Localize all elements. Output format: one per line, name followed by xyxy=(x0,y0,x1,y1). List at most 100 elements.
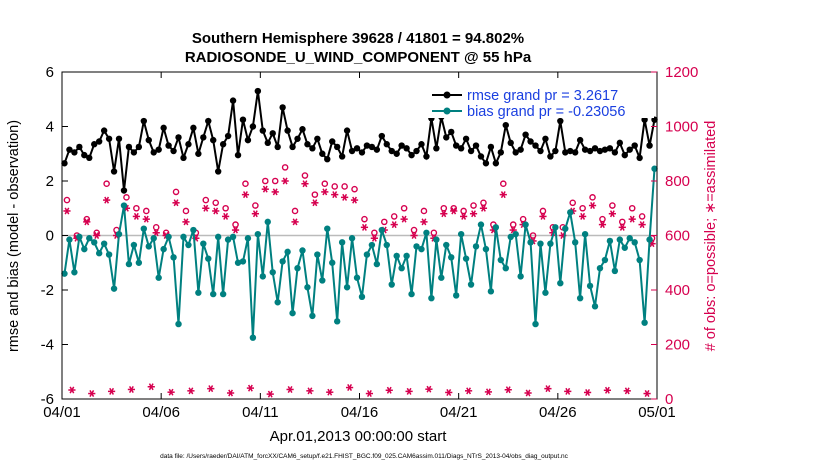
obs-possible-point xyxy=(252,202,259,209)
rmse-point xyxy=(76,143,83,151)
legend-box xyxy=(428,86,654,118)
bias-point xyxy=(393,252,400,260)
right-y-tick-label: 0 xyxy=(665,391,673,408)
bias-point xyxy=(452,292,460,299)
bias-point xyxy=(304,284,311,291)
obs-assimilated-point xyxy=(420,218,428,226)
rmse-point xyxy=(100,127,108,134)
obs-assimilated-point xyxy=(291,218,299,226)
bias-point xyxy=(472,243,480,250)
obs-assimilated-point xyxy=(385,386,393,394)
chart-subtitle: RADIOSONDE_U_WIND_COMPONENT @ 55 hPa xyxy=(185,49,532,66)
rmse-point xyxy=(472,142,480,149)
bias-point xyxy=(264,218,271,226)
obs-assimilated-point xyxy=(579,212,587,220)
rmse-point xyxy=(294,135,301,142)
obs-possible-point xyxy=(351,185,358,193)
obs-possible-point xyxy=(202,196,210,204)
rmse-point xyxy=(125,143,133,151)
obs-assimilated-point xyxy=(524,389,532,397)
bias-point xyxy=(477,221,485,228)
bias-point xyxy=(170,254,177,261)
bias-point xyxy=(299,247,306,254)
rmse-point xyxy=(254,87,262,95)
rmse-point xyxy=(140,117,148,125)
bias-point xyxy=(105,251,113,258)
bias-point xyxy=(606,237,614,245)
right-y-tick-label: 1200 xyxy=(665,64,698,81)
obs-assimilated-point xyxy=(484,388,493,396)
bias-point xyxy=(100,240,108,247)
rmse-point xyxy=(497,149,505,156)
left-y-axis-label: rmse and bias (model - observation) xyxy=(6,120,22,352)
obs-assimilated-point xyxy=(544,385,552,393)
obs-possible-point xyxy=(460,207,467,215)
obs-assimilated-point xyxy=(400,215,408,223)
rmse-point xyxy=(433,145,440,152)
obs-assimilated-point xyxy=(460,212,468,220)
rmse-point xyxy=(343,127,351,134)
rmse-point xyxy=(71,149,78,156)
rmse-point xyxy=(631,142,638,149)
rmse-point xyxy=(452,142,460,149)
bias-point xyxy=(329,259,336,266)
obs-assimilated-point xyxy=(405,387,413,395)
rmse-point xyxy=(532,142,539,149)
bias-point xyxy=(338,239,346,246)
obs-possible-point xyxy=(331,183,339,190)
x-axis: 04/01 04/06 04/11 04/16 04/21 04/26 05/01 xyxy=(43,72,676,421)
rmse-point xyxy=(165,142,172,149)
bias-point xyxy=(492,224,500,231)
rmse-point xyxy=(299,126,306,133)
obs-assimilated-point xyxy=(241,191,250,199)
bias-point xyxy=(532,320,539,328)
obs-assimilated-point xyxy=(68,386,76,394)
rmse-point xyxy=(581,146,589,153)
obs-assimilated-point xyxy=(182,218,190,226)
rmse-point xyxy=(636,154,643,162)
rmse-point xyxy=(562,149,569,156)
x-axis-label: Apr.01,2013 00:00:00 start xyxy=(270,428,448,445)
obs-possible-point xyxy=(400,204,408,212)
obs-assimilated-point xyxy=(628,215,636,223)
bias-point xyxy=(115,230,123,238)
rmse-point xyxy=(368,143,376,151)
bias-point xyxy=(259,273,267,280)
rmse-point xyxy=(467,147,475,155)
rmse-point xyxy=(353,145,361,152)
rmse-point xyxy=(651,116,658,123)
data-file-footnote: data file: /Users/raeder/DAI/ATM_forcXX/… xyxy=(160,453,569,460)
rmse-point xyxy=(596,147,604,155)
rmse-point xyxy=(66,146,73,153)
obs-possible-point xyxy=(361,215,368,223)
bias-point xyxy=(343,284,351,291)
bias-point xyxy=(537,240,544,247)
rmse-point xyxy=(512,149,519,156)
bias-point xyxy=(467,281,475,288)
bias-point xyxy=(363,251,371,258)
rmse-point xyxy=(398,142,405,149)
bias-point xyxy=(621,244,628,251)
bias-point xyxy=(309,312,316,320)
obs-assimilated-point xyxy=(266,390,274,398)
bias-point xyxy=(324,225,331,232)
bias-point xyxy=(61,270,68,277)
bias-point xyxy=(274,299,281,306)
rmse-point xyxy=(502,121,509,129)
rmse-point xyxy=(621,151,628,159)
obs-assimilated-point xyxy=(345,384,354,392)
rmse-point xyxy=(145,136,152,144)
rmse-point xyxy=(329,138,336,145)
rmse-point xyxy=(606,145,614,152)
obs-possible-point xyxy=(390,213,398,220)
rmse-point xyxy=(259,127,267,134)
obs-assimilated-point xyxy=(93,232,101,239)
rmse-point xyxy=(403,145,410,152)
obs-assimilated-point xyxy=(187,387,195,395)
rmse-point xyxy=(249,123,257,130)
obs-assimilated-point xyxy=(623,387,631,395)
bias-layer xyxy=(61,165,658,341)
obs-possible-point xyxy=(172,188,180,196)
rmse-point xyxy=(576,136,584,144)
rmse-point xyxy=(601,146,609,153)
